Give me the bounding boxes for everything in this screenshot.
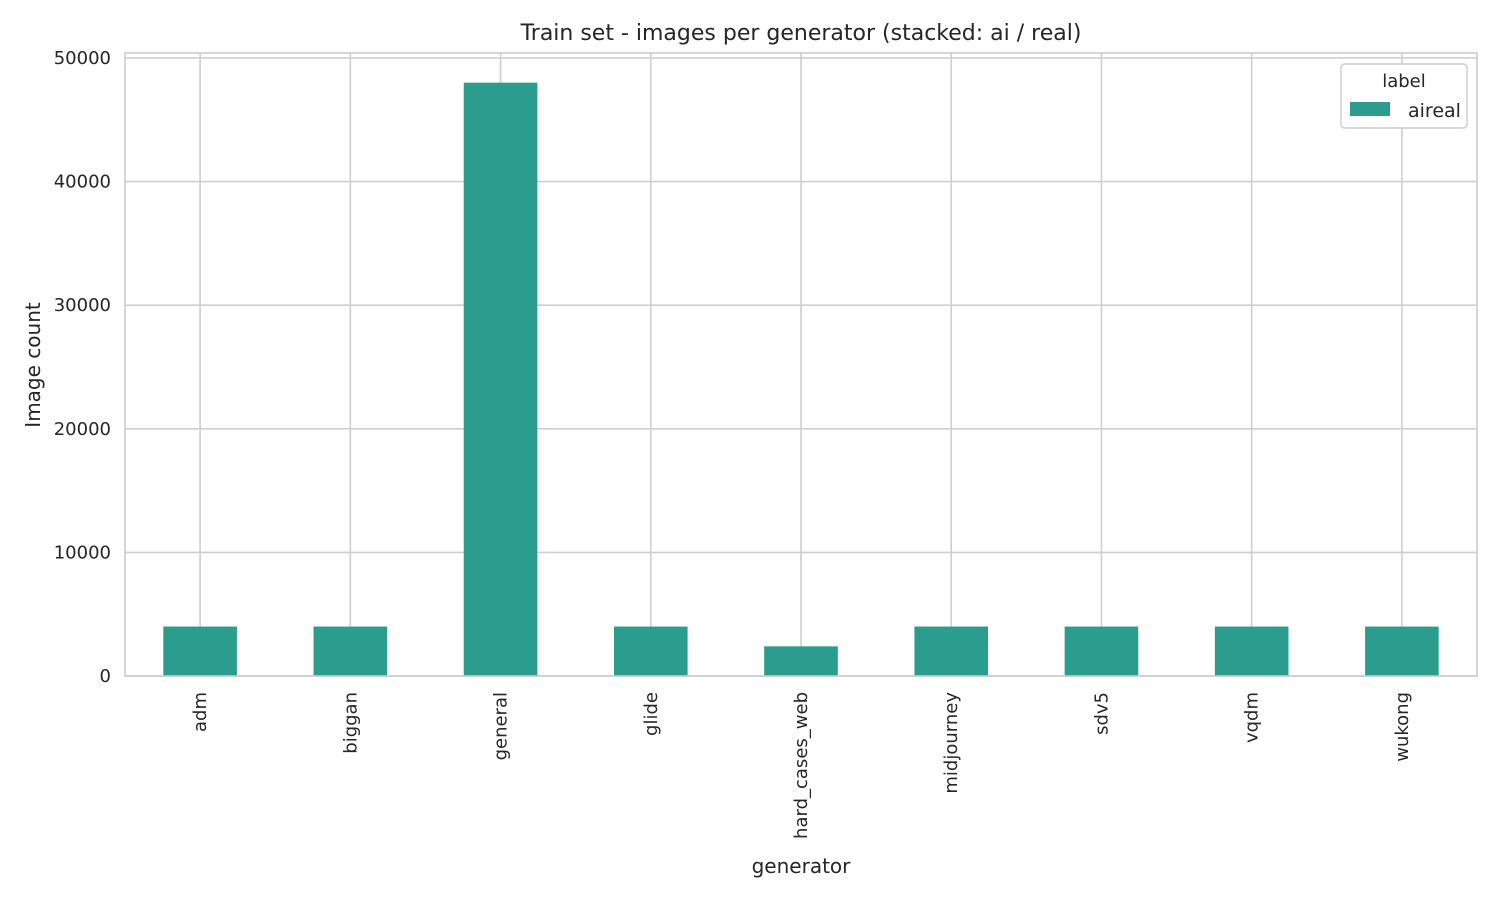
legend: label aireal bbox=[1340, 63, 1468, 129]
bar-wukong bbox=[1365, 626, 1439, 676]
bar-sdv5 bbox=[1064, 626, 1139, 676]
y-axis-label: Image count bbox=[21, 302, 45, 428]
y-tick-labels: 0 10000 20000 30000 40000 50000 bbox=[54, 48, 111, 687]
y-tick-label: 30000 bbox=[54, 295, 111, 316]
grid bbox=[125, 53, 1477, 677]
bar-hard_cases_web bbox=[764, 646, 838, 676]
x-tick-label: adm bbox=[190, 692, 211, 732]
plot-frame bbox=[124, 52, 1478, 677]
x-tick-label: wukong bbox=[1392, 692, 1413, 762]
x-tick-label: glide bbox=[641, 692, 662, 736]
bar-biggan bbox=[313, 626, 388, 676]
legend-title: label bbox=[1382, 71, 1426, 92]
chart-title: Train set - images per generator (stacke… bbox=[520, 21, 1082, 46]
x-tick-label: vqdm bbox=[1242, 692, 1263, 743]
y-tick-label: 40000 bbox=[54, 172, 111, 193]
bar-adm bbox=[163, 626, 237, 676]
bar-vqdm bbox=[1214, 626, 1289, 676]
bar-midjourney bbox=[914, 626, 989, 676]
legend-entry-label: aireal bbox=[1408, 100, 1461, 122]
y-tick-label: 0 bbox=[100, 666, 111, 687]
x-axis-label: generator bbox=[752, 854, 852, 878]
legend-swatch bbox=[1350, 102, 1390, 116]
x-tick-label: biggan bbox=[340, 692, 361, 754]
bar-glide bbox=[613, 626, 688, 676]
y-tick-label: 10000 bbox=[54, 542, 111, 563]
x-tick-label: hard_cases_web bbox=[791, 692, 812, 839]
bars bbox=[163, 82, 1439, 676]
y-tick-label: 20000 bbox=[54, 419, 111, 440]
bar-general bbox=[463, 82, 538, 676]
y-tick-label: 50000 bbox=[54, 48, 111, 69]
x-tick-label: general bbox=[491, 692, 512, 760]
x-tick-labels: adm biggan general glide hard_cases_web midjo… bbox=[190, 692, 1413, 839]
x-tick-label: midjourney bbox=[941, 692, 962, 794]
x-tick-label: sdv5 bbox=[1091, 692, 1112, 735]
